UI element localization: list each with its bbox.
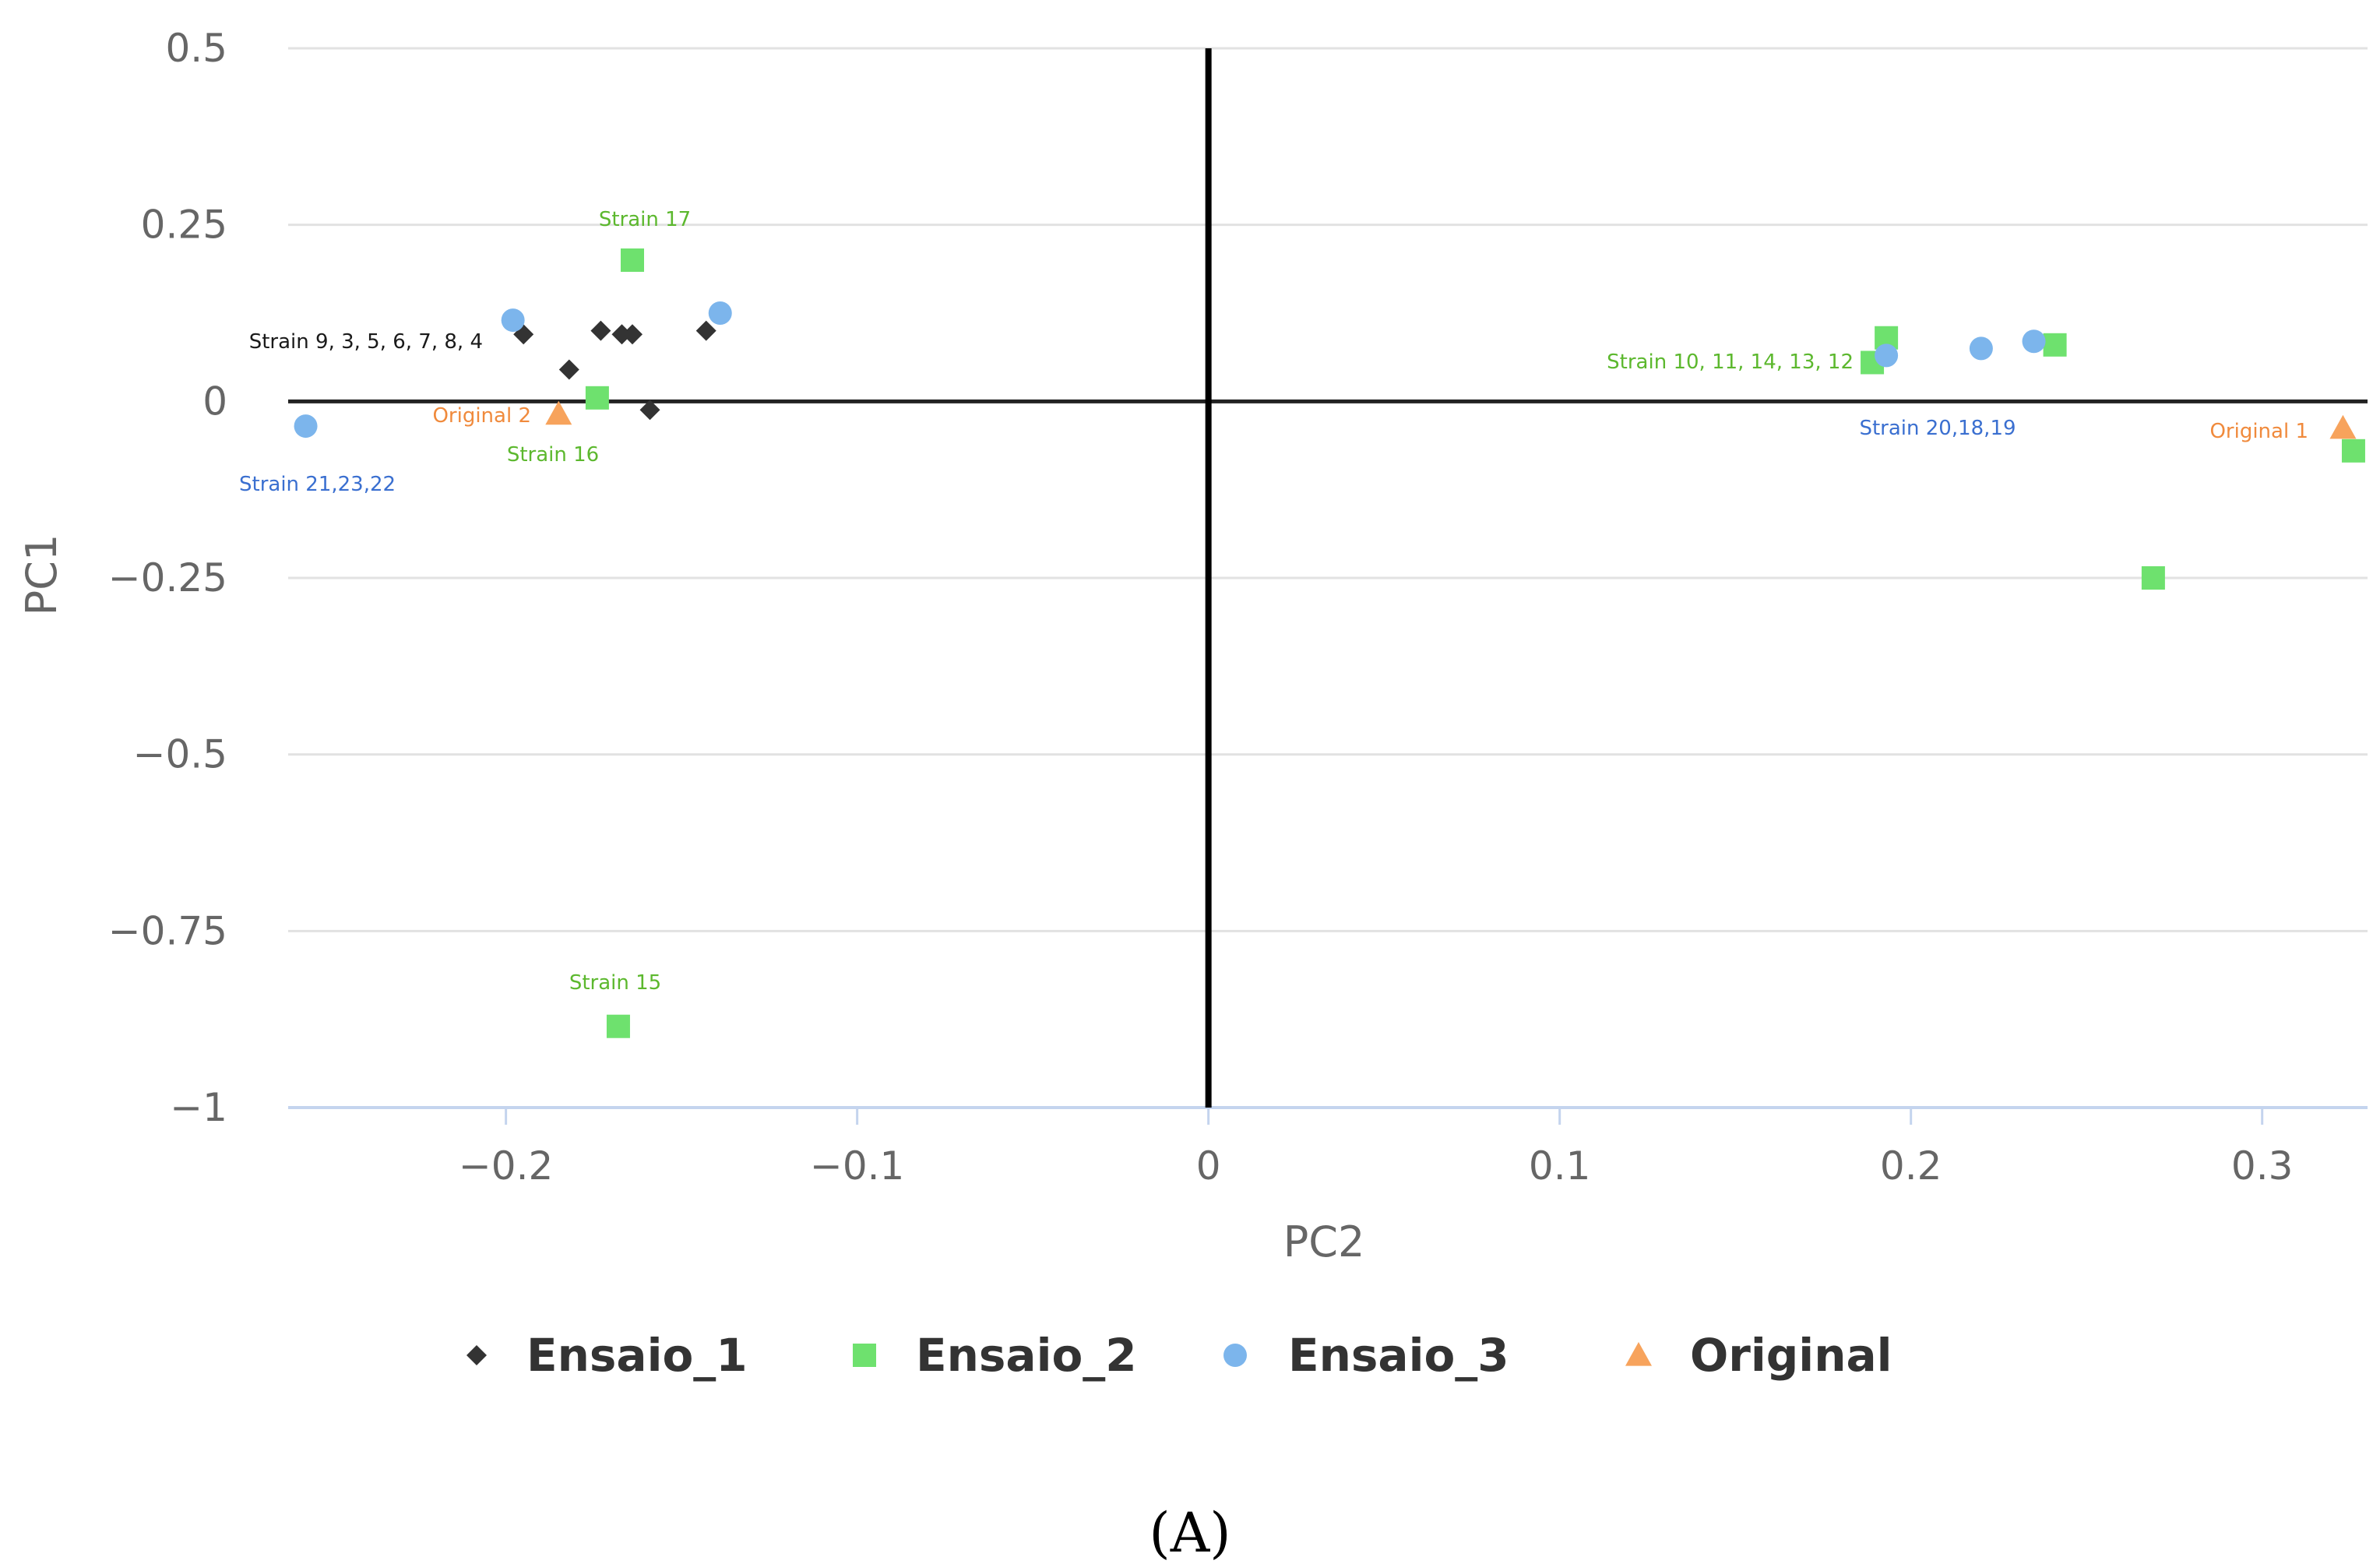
ensaio_3-point [2022, 329, 2046, 354]
ensaio_1-point [695, 320, 716, 341]
x-tick-label: 0.3 [2231, 1143, 2294, 1189]
y-tick-label: 0.25 [141, 203, 227, 248]
legend-marker [1223, 1344, 1247, 1367]
ensaio_2-point [2341, 439, 2365, 463]
ensaio_1-point [621, 324, 643, 345]
legend-label: Ensaio_2 [916, 1329, 1137, 1382]
ensaio_2-point [585, 386, 609, 410]
point-annotation: Strain 16 [507, 443, 599, 467]
ensaio_1-point [558, 359, 579, 380]
legend-marker [466, 1345, 487, 1365]
point-annotation: Original 2 [432, 404, 531, 428]
point-annotation: Strain 15 [569, 971, 661, 995]
ensaio_3-point [1875, 343, 1899, 368]
ensaio_1-point [590, 320, 611, 341]
ensaio_2-point [2043, 333, 2067, 357]
x-tick-label: 0.1 [1529, 1143, 1591, 1189]
legend-marker [853, 1344, 876, 1367]
y-tick-label: −1 [170, 1085, 227, 1130]
x-tick-label: 0.2 [1880, 1143, 1942, 1189]
point-annotations: Strain 17 Strain 9, 3, 5, 6, 7, 8, 4 Origi… [239, 208, 2308, 995]
ensaio_3-point [294, 414, 318, 439]
legend-label: Ensaio_3 [1288, 1329, 1509, 1382]
y-axis-title: PC1 [17, 534, 66, 616]
series-ensaio_2 [585, 248, 2365, 1038]
y-tick-label: 0 [202, 379, 227, 424]
y-tick-label: 0.5 [165, 26, 227, 71]
legend-item-ensaio_2: Ensaio_2 [853, 1329, 1137, 1382]
original-point [2329, 414, 2357, 439]
legend: Ensaio_1 Ensaio_2 Ensaio_3 Original [466, 1329, 1892, 1382]
legend-item-ensaio_3: Ensaio_3 [1223, 1329, 1509, 1382]
x-tick-label: −0.1 [810, 1143, 904, 1189]
point-annotation: Strain 21,23,22 [239, 473, 396, 496]
point-annotation: Strain 17 [599, 208, 691, 231]
legend-marker [1625, 1342, 1652, 1366]
ensaio_1-point [611, 324, 632, 345]
legend-item-original: Original [1625, 1329, 1892, 1382]
ensaio_3-point [1969, 336, 1993, 361]
y-tick-label: −0.5 [133, 732, 227, 777]
x-axis-ticks: −0.2 −0.1 0 0.1 0.2 0.3 [459, 1108, 2294, 1189]
y-tick-label: −0.75 [108, 908, 227, 953]
legend-label: Ensaio_1 [526, 1329, 748, 1382]
ensaio_1-point [639, 400, 660, 421]
y-tick-label: −0.25 [108, 555, 227, 601]
point-annotation: Strain 10, 11, 14, 13, 12 [1607, 350, 1854, 374]
series-original [545, 400, 2357, 439]
grid-lines [288, 47, 2368, 1109]
point-annotation: Strain 9, 3, 5, 6, 7, 8, 4 [249, 330, 483, 354]
point-annotation: Strain 20,18,19 [1859, 417, 2016, 440]
x-axis-title: PC2 [1283, 1217, 1365, 1266]
series-ensaio_3 [294, 301, 2046, 439]
panel-label: (A) [1149, 1501, 1230, 1564]
x-tick-label: 0 [1196, 1143, 1221, 1189]
legend-label: Original [1690, 1329, 1892, 1382]
data-points [294, 248, 2365, 1038]
ensaio_2-point [620, 248, 644, 272]
ensaio_3-point [501, 308, 525, 333]
series-ensaio_1 [513, 320, 716, 421]
zero-lines [288, 48, 2368, 1108]
y-axis-ticks: 0.5 0.25 0 −0.25 −0.5 −0.75 −1 [108, 26, 227, 1130]
legend-item-ensaio_1: Ensaio_1 [466, 1329, 748, 1382]
ensaio_2-point [2141, 566, 2165, 590]
ensaio_2-point [606, 1014, 630, 1038]
x-tick-label: −0.2 [459, 1143, 553, 1189]
point-annotation: Original 1 [2209, 420, 2308, 443]
ensaio_3-point [708, 301, 732, 325]
original-point [545, 400, 572, 425]
